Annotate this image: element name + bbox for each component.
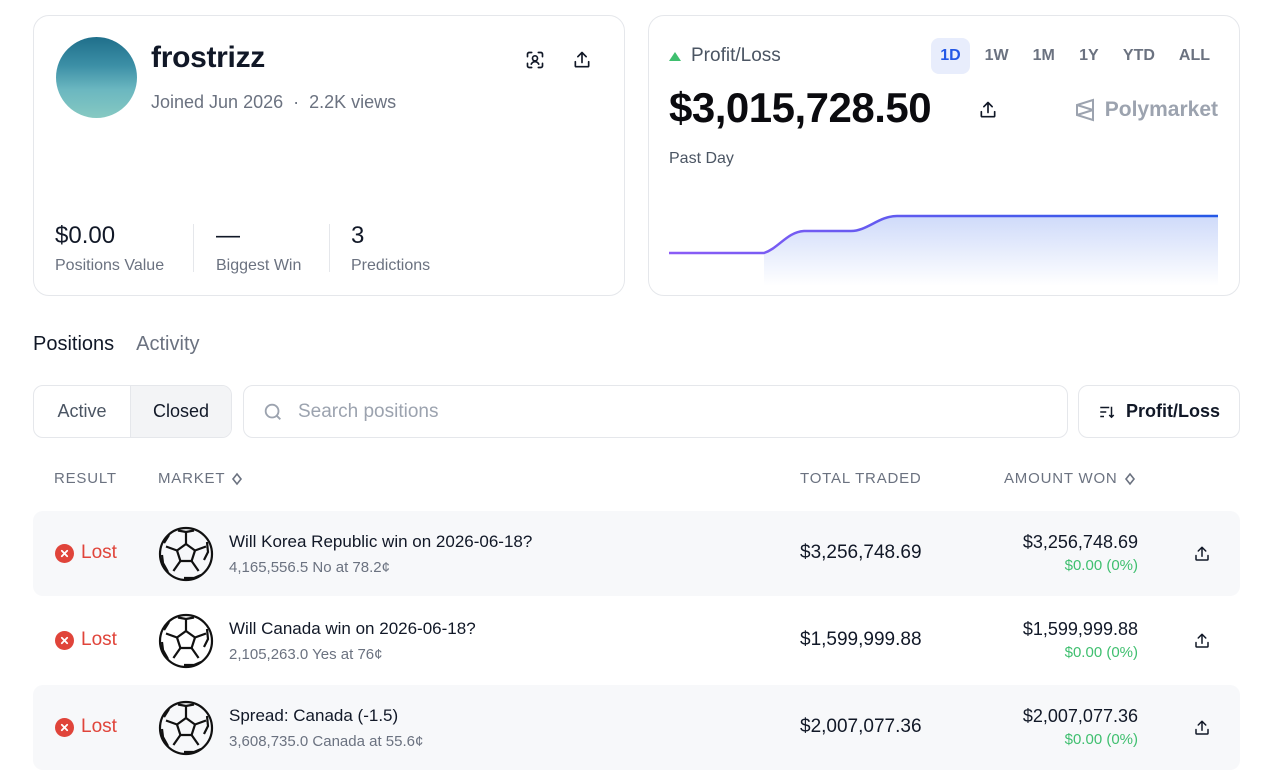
range-selector: 1D 1W 1M 1Y YTD ALL [931, 38, 1219, 74]
amount-won: $2,007,077.36 $0.00 (0%) [1023, 706, 1138, 748]
total-traded: $2,007,077.36 [800, 716, 922, 737]
amount-won-change: $0.00 (0%) [1064, 557, 1138, 574]
amount-won-change: $0.00 (0%) [1064, 731, 1138, 748]
sort-label: Profit/Loss [1125, 401, 1220, 421]
stat-label: Predictions [351, 257, 431, 274]
scan-face-icon[interactable] [521, 46, 549, 74]
stat-value: — [216, 222, 240, 249]
stat-positions-value: $0.00 Positions Value [55, 222, 164, 275]
range-1d[interactable]: 1D [931, 38, 970, 74]
result-badge: Lost [55, 716, 117, 738]
pnl-chart [669, 214, 1218, 286]
stat-divider [329, 224, 330, 272]
stat-divider [193, 224, 194, 272]
stat-label: Positions Value [55, 257, 165, 274]
period-label: Past Day [669, 150, 734, 167]
market-subtitle: 2,105,263.0 Yes at 76¢ [229, 646, 383, 663]
amount-won-value: $1,599,999.88 [1022, 619, 1138, 639]
joined-date: Joined Jun 2026 [151, 92, 284, 112]
avatar [56, 37, 137, 118]
result-badge: Lost [55, 542, 117, 564]
table-row[interactable]: Lost Will Canada win on 2026-06-18? 2,10… [33, 598, 1240, 683]
soccer-ball-icon [158, 700, 214, 756]
chart-line [669, 214, 1218, 255]
soccer-ball-icon [158, 613, 214, 669]
polymarket-logo: Polymarket [1074, 98, 1218, 122]
market-title[interactable]: Will Korea Republic win on 2026-06-18? [229, 532, 533, 551]
search-box [243, 385, 1068, 438]
soccer-ball-icon [158, 526, 214, 582]
header-total-traded: TOTAL TRADED [800, 470, 922, 487]
amount-won-change: $0.00 (0%) [1064, 644, 1138, 661]
sort-toggle-icon [232, 472, 243, 485]
chart-area [764, 216, 1218, 286]
brand-name: Polymarket [1104, 98, 1218, 121]
x-circle-icon [55, 717, 74, 737]
header-market[interactable]: MARKET [158, 470, 243, 487]
table-row[interactable]: Lost Will Korea Republic win on 2026-06-… [33, 511, 1240, 596]
main-tabs: Positions Activity [33, 333, 200, 356]
market-title[interactable]: Will Canada win on 2026-06-18? [229, 619, 476, 638]
stat-biggest-win: — Biggest Win [216, 222, 301, 275]
header-result: RESULT [54, 470, 117, 487]
amount-won-value: $2,007,077.36 [1022, 706, 1138, 726]
range-1w[interactable]: 1W [984, 47, 1009, 64]
stat-predictions: 3 Predictions [351, 222, 430, 275]
meta-separator: · [293, 92, 300, 112]
pnl-card: Profit/Loss 1D 1W 1M 1Y YTD ALL $3,015,7… [648, 15, 1240, 296]
pnl-label-text: Profit/Loss [691, 45, 781, 66]
filter-active[interactable]: Active [57, 401, 107, 421]
username: frostrizz [151, 41, 265, 74]
search-input[interactable] [298, 400, 998, 423]
up-triangle-icon [669, 51, 681, 61]
header-amount-won[interactable]: AMOUNT WON [1004, 470, 1136, 487]
sort-button[interactable]: Profit/Loss [1078, 385, 1240, 438]
result-badge: Lost [55, 629, 117, 651]
search-icon [264, 403, 281, 420]
status-filter: Active Closed [33, 385, 232, 438]
tab-activity[interactable]: Activity [136, 333, 200, 355]
pnl-value: $3,015,728.50 [669, 84, 932, 131]
amount-won: $1,599,999.88 $0.00 (0%) [1023, 619, 1138, 661]
share-icon[interactable] [1188, 714, 1216, 742]
market-subtitle: 3,608,735.0 Canada at 55.6¢ [229, 733, 424, 750]
range-ytd[interactable]: YTD [1122, 47, 1155, 64]
tab-positions[interactable]: Positions [33, 333, 115, 355]
sort-icon [1100, 406, 1115, 418]
market-title[interactable]: Spread: Canada (-1.5) [229, 706, 399, 725]
stat-value: $0.00 [55, 222, 116, 249]
total-traded: $1,599,999.88 [800, 629, 922, 650]
profile-card: frostrizz Joined Jun 2026 · 2.2K views $… [33, 15, 625, 296]
market-subtitle: 4,165,556.5 No at 78.2¢ [229, 559, 390, 576]
profile-meta: Joined Jun 2026 · 2.2K views [151, 92, 396, 113]
range-1y[interactable]: 1Y [1079, 47, 1099, 64]
amount-won: $3,256,748.69 $0.00 (0%) [1023, 532, 1138, 574]
share-icon[interactable] [1188, 540, 1216, 568]
result-text: Lost [81, 629, 117, 650]
x-circle-icon [55, 630, 74, 650]
pnl-label: Profit/Loss [669, 45, 781, 67]
sort-toggle-icon [1124, 472, 1135, 485]
stat-label: Biggest Win [216, 257, 302, 274]
result-text: Lost [81, 542, 117, 563]
share-icon[interactable] [568, 46, 596, 74]
x-circle-icon [55, 543, 74, 563]
share-icon[interactable] [1188, 627, 1216, 655]
range-1m[interactable]: 1M [1032, 47, 1055, 64]
stat-value: 3 [351, 222, 365, 249]
result-text: Lost [81, 716, 117, 737]
amount-won-value: $3,256,748.69 [1022, 532, 1138, 552]
view-count: 2.2K views [309, 92, 397, 112]
share-icon[interactable] [974, 96, 1002, 124]
range-all[interactable]: ALL [1178, 47, 1210, 64]
table-row[interactable]: Lost Spread: Canada (-1.5) 3,608,735.0 C… [33, 685, 1240, 770]
filter-closed[interactable]: Closed [130, 386, 231, 437]
total-traded: $3,256,748.69 [800, 542, 922, 563]
